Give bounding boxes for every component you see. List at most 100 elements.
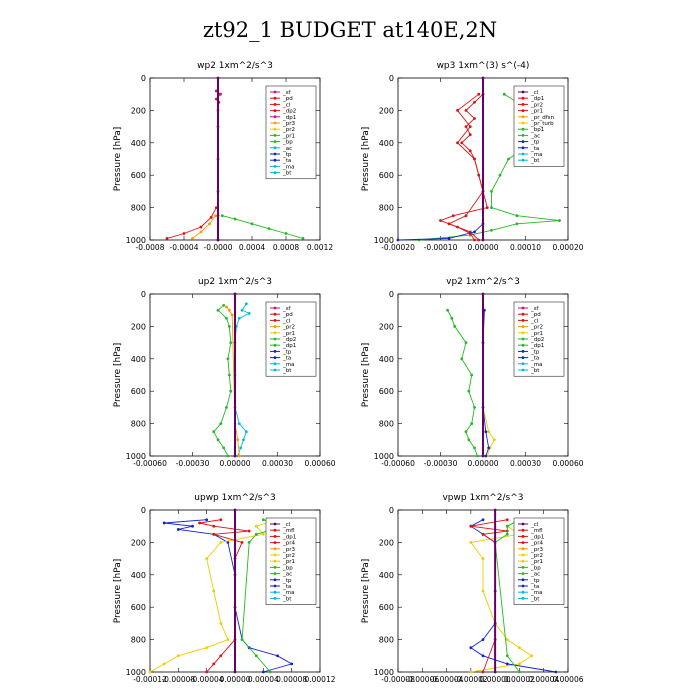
data-point [219, 92, 222, 96]
legend-marker [521, 541, 525, 544]
legend-entry: _pr3 [530, 547, 544, 553]
x-tick-label: -0.0000 [204, 243, 233, 252]
data-point [219, 422, 223, 425]
data-point [490, 206, 493, 210]
data-point [222, 303, 226, 307]
data-point [229, 341, 233, 344]
y-tick-label: 200 [379, 322, 394, 331]
y-tick-label: 400 [379, 355, 394, 364]
data-point [475, 454, 479, 458]
legend-marker [521, 343, 525, 347]
chart-panel-4: upwp 1xm^2/s^3 Pressure [hPa] 0 200 400 600 80… [113, 493, 336, 684]
data-point [481, 532, 485, 536]
data-point [439, 219, 442, 222]
legend-entry: _mfl [530, 528, 543, 534]
data-point [473, 157, 476, 161]
y-tick-label: 0 [389, 74, 394, 83]
legend-marker [521, 158, 525, 162]
data-point [225, 406, 228, 409]
y-tick-label: 1000 [374, 236, 394, 245]
data-point [481, 638, 485, 641]
legend-marker [273, 325, 277, 328]
data-point [481, 76, 485, 80]
legend-entry: _dp1 [282, 534, 296, 540]
data-point [493, 670, 497, 674]
x-tick-label: -0.00012 [133, 675, 167, 684]
legend-marker [521, 152, 525, 156]
legend-entry: _pr3 [282, 547, 296, 553]
data-point [505, 654, 509, 658]
data-point [237, 454, 241, 458]
y-axis-label: Pressure [hPa] [113, 127, 123, 192]
data-point [485, 206, 489, 210]
legend-marker [521, 312, 525, 316]
data-point [290, 662, 294, 666]
x-tick-label: 0.00000 [467, 243, 498, 252]
data-point [225, 316, 228, 320]
y-tick-label: 400 [131, 139, 146, 148]
legend-marker [521, 90, 525, 94]
data-point [473, 446, 476, 450]
data-point [464, 341, 468, 344]
legend-marker [273, 152, 277, 156]
data-point [446, 308, 449, 312]
legend-entry: _bp [282, 140, 293, 146]
data-point [447, 222, 451, 226]
data-point [464, 125, 468, 128]
data-point [237, 316, 241, 320]
legend-marker [521, 140, 525, 144]
data-point [481, 557, 485, 560]
x-tick-label: -0.00006 [405, 675, 439, 684]
legend-marker [521, 319, 525, 322]
data-point [467, 438, 471, 442]
chart-panel-3: vp2 1xm^2/s^3 Pressure [hPa] 0 200 400 600 800… [361, 277, 584, 468]
y-tick-label: 600 [131, 387, 146, 396]
data-point [216, 308, 220, 312]
data-point [484, 430, 488, 434]
legend-marker [521, 553, 525, 557]
data-point [530, 654, 533, 658]
data-point [208, 222, 211, 226]
data-point [222, 446, 226, 450]
data-point [505, 518, 509, 522]
data-point [473, 100, 476, 104]
legend-entry: _dp1 [282, 343, 296, 349]
legend-entry: _cl [282, 318, 291, 324]
y-tick-label: 1000 [126, 452, 146, 461]
data-point [219, 541, 223, 544]
legend-entry: _ta [282, 584, 291, 590]
legend-entry: _ac [530, 133, 540, 139]
data-point [240, 638, 244, 641]
legend-marker [521, 522, 525, 526]
data-point [227, 308, 231, 312]
data-point [447, 236, 451, 240]
legend-marker [273, 343, 277, 347]
legend-marker [521, 368, 525, 372]
data-point [261, 532, 265, 536]
data-point [477, 238, 481, 242]
y-tick-label: 800 [379, 204, 394, 213]
x-tick-label: 0.00010 [510, 243, 541, 252]
legend-marker [273, 547, 277, 551]
legend-marker [521, 325, 525, 328]
legend-entry: _bt [282, 171, 292, 177]
legend-entry: _pr1 [530, 331, 543, 337]
legend-marker [521, 356, 525, 359]
x-tick-label: 0.0012 [307, 243, 333, 252]
legend-marker [521, 528, 525, 532]
data-point [247, 529, 251, 533]
x-tick-label: 0.00000 [219, 459, 250, 468]
legend-entry: _cl [282, 522, 291, 528]
data-point [219, 518, 223, 522]
data-point [460, 141, 464, 145]
legend-marker [521, 597, 525, 600]
data-point [468, 149, 472, 153]
legend-marker [273, 566, 277, 569]
legend-entry: _pd [282, 96, 293, 102]
data-point [484, 454, 488, 458]
legend-marker [521, 572, 525, 575]
legend-entry: _dp1 [530, 96, 544, 102]
data-point [473, 238, 476, 242]
y-tick-label: 600 [379, 603, 394, 612]
